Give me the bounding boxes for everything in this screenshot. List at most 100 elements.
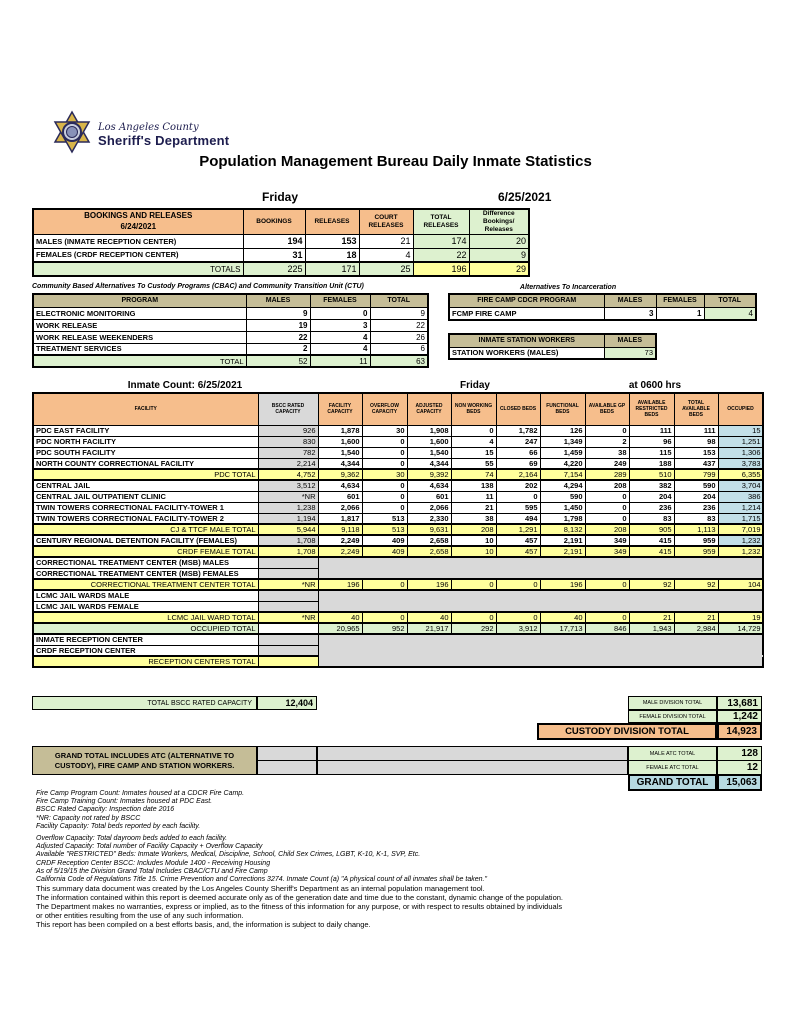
occupied-cell: 1,232 (717, 534, 764, 547)
facility-label: TWIN TOWERS CORRECTIONAL FACILITY-TOWER … (32, 512, 259, 525)
stat-cell: 83 (673, 512, 719, 525)
facility-row: PDC NORTH FACILITY 830 1,600 0 1,600 4 247 1,34… (32, 435, 764, 448)
table-header-row: BOOKINGS AND RELEASES 6/24/2021 BOOKINGS… (32, 208, 530, 235)
facility-label: NORTH COUNTY CORRECTIONAL FACILITY (32, 457, 259, 470)
stat-cell: 846 (584, 622, 630, 635)
stat-cell: 1,600 (317, 435, 363, 448)
report-date: 6/25/2021 (498, 190, 552, 204)
empty-cell (317, 746, 628, 761)
stat-cell: 1,540 (317, 446, 363, 459)
stat-cell: 3,912 (495, 622, 541, 635)
facility-row: CENTURY REGIONAL DETENTION FACILITY (FEM… (32, 534, 764, 547)
facility-row: LCMC JAIL WARD TOTAL *NR 40 0 40 0 0 40 0 21 21 19 (32, 611, 764, 624)
stat-cell: 31 (242, 247, 306, 263)
occupied-cell: 3,704 (717, 479, 764, 492)
stat-cell: 0 (584, 501, 630, 514)
facility-label: LCMC JAIL WARDS FEMALE (32, 600, 259, 613)
column-header: PROGRAM (32, 293, 247, 308)
stat-cell: 11 (450, 490, 497, 503)
female-division-total-label: FEMALE DIVISION TOTAL (628, 710, 717, 723)
bscc-capacity-cell (257, 644, 319, 657)
stat-cell: 1 (655, 306, 705, 321)
stat-cell: 4,634 (317, 479, 363, 492)
stat-cell: 2,066 (406, 501, 452, 514)
stat-cell: 38 (450, 512, 497, 525)
stat-cell: 6 (369, 342, 429, 356)
column-header: FEMALES (309, 293, 371, 308)
stat-cell: 83 (628, 512, 675, 525)
occupied-cell: 1,232 (717, 545, 764, 558)
footnotes: Fire Camp Program Count: Inmates housed … (36, 790, 756, 884)
stat-cell: 73 (603, 346, 657, 360)
stat-cell: 4 (358, 247, 414, 263)
occupied-cell: 386 (717, 490, 764, 503)
stat-cell: 0 (361, 490, 408, 503)
stat-cell: 289 (584, 468, 630, 481)
stat-cell: 959 (673, 545, 719, 558)
stat-cell: 2,658 (406, 545, 452, 558)
bscc-capacity-cell (257, 567, 319, 580)
stat-cell: 111 (673, 424, 719, 437)
stat-cell: 1,782 (495, 424, 541, 437)
stat-cell: 4,634 (406, 479, 452, 492)
facility-row: INMATE RECEPTION CENTER193 (32, 633, 764, 646)
stat-cell: 9,118 (317, 523, 363, 536)
stat-cell: 905 (628, 523, 675, 536)
footnote-line: Fire Camp Training Count: Inmates housed… (36, 798, 213, 806)
empty-merged-cell (317, 656, 764, 668)
stat-cell: 204 (673, 490, 719, 503)
stat-cell: 69 (495, 457, 541, 470)
facility-label: PDC EAST FACILITY (32, 424, 259, 437)
stat-cell: 98 (673, 435, 719, 448)
totals-row: TOTAL 52 11 63 (32, 354, 429, 368)
report-day: Friday (261, 190, 298, 204)
stat-cell: 0 (584, 578, 630, 591)
stat-cell: 92 (628, 578, 675, 591)
total-cell: 52 (245, 354, 311, 368)
totals-row: TOTALS 225 171 25 196 29 (32, 261, 530, 277)
stat-cell: 194 (242, 233, 306, 249)
stat-cell: 20 (468, 233, 530, 249)
stat-cell: 236 (628, 501, 675, 514)
footnote-line: Adjusted Capacity: Total number of Facil… (36, 843, 263, 851)
stat-cell: 153 (304, 233, 360, 249)
empty-merged-cell (317, 589, 764, 602)
table-row: FCMP FIRE CAMP 3 1 4 (448, 306, 757, 321)
stat-cell: 292 (450, 622, 497, 635)
bscc-capacity-cell: 1,708 (257, 545, 319, 558)
footnote-line: *NR: Capacity not rated by BSCC (36, 814, 141, 822)
bscc-capacity-cell (257, 633, 319, 646)
facility-label: LCMC JAIL WARD TOTAL (32, 611, 259, 624)
facility-label: CENTRAL JAIL (32, 479, 259, 492)
table-row: WORK RELEASE 19 3 22 (32, 318, 429, 332)
facility-label: CRDF RECEPTION CENTER (32, 644, 259, 657)
stat-cell: 2,191 (539, 545, 586, 558)
stat-cell: 0 (361, 501, 408, 514)
stat-cell: 494 (495, 512, 541, 525)
footnote-line: As of 5/19/15 the Division Grand Total I… (36, 867, 268, 875)
column-header: OCCUPIED (717, 392, 764, 426)
stat-cell: 437 (673, 457, 719, 470)
stat-cell: 30 (361, 424, 408, 437)
male-atc-total-value: 128 (717, 746, 762, 761)
facility-row: LCMC JAIL WARDS FEMALE1 (32, 600, 764, 613)
stat-cell: 513 (361, 523, 408, 536)
stat-cell: 196 (539, 578, 586, 591)
stat-cell: 2 (584, 435, 630, 448)
empty-merged-cell (317, 556, 764, 569)
stat-cell: 1,459 (539, 446, 586, 459)
stat-cell: 10 (450, 545, 497, 558)
stat-cell: 409 (361, 545, 408, 558)
stat-cell: 21 (628, 611, 675, 624)
stat-cell: 415 (628, 534, 675, 547)
stat-cell: 0 (450, 424, 497, 437)
facility-row: LCMC JAIL WARDS MALE18 (32, 589, 764, 602)
facility-row: CENTRAL JAIL OUTPATIENT CLINIC *NR 601 0 601… (32, 490, 764, 503)
grand-total-label: GRAND TOTAL (628, 774, 717, 791)
column-header: MALES (603, 293, 657, 308)
empty-merged-cell (317, 633, 764, 646)
stat-cell: 7,154 (539, 468, 586, 481)
stat-cell: 1,908 (406, 424, 452, 437)
bscc-total-label: TOTAL BSCC RATED CAPACITY (32, 696, 257, 710)
stat-cell: 20,965 (317, 622, 363, 635)
